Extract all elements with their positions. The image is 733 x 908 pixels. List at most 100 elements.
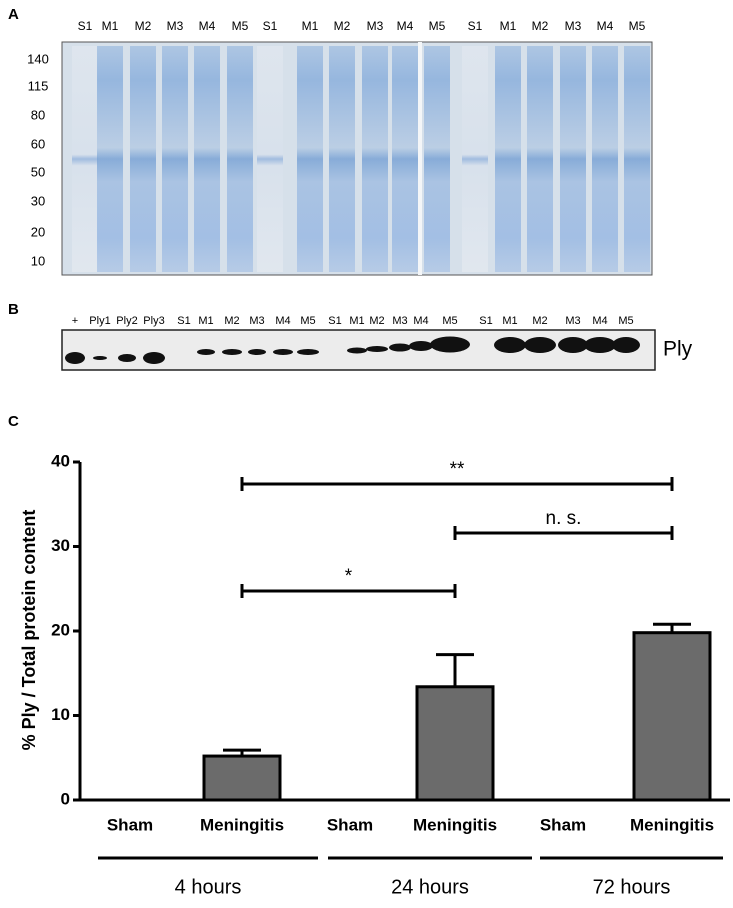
lane-label: M2: [532, 19, 549, 33]
lane-label: S1: [468, 19, 483, 33]
gel-lane: [495, 46, 521, 272]
y-tick-label: 20: [51, 620, 70, 639]
x-tick-label: Sham: [540, 815, 586, 834]
gel-lane: [297, 46, 323, 272]
gel-band: [222, 349, 242, 355]
marker-label: 30: [31, 193, 45, 208]
y-axis-label: % Ply / Total protein content: [19, 510, 39, 751]
x-tick-label: Sham: [107, 815, 153, 834]
lane-label: M4: [597, 19, 614, 33]
lane-label: M3: [367, 19, 384, 33]
marker-label: 140: [27, 51, 49, 66]
gel-lane: [97, 46, 123, 272]
marker-label: 60: [31, 136, 45, 151]
lane-label: M2: [532, 315, 547, 327]
lane-label: S1: [177, 315, 190, 327]
lane-label: M2: [224, 315, 239, 327]
lane-label: S1: [263, 19, 278, 33]
gel-lane: [227, 46, 253, 272]
gel-crack: [418, 42, 422, 275]
gel-lane: [624, 46, 650, 272]
gel-band: [118, 354, 136, 362]
lane-label: M5: [618, 315, 633, 327]
gel-band: [65, 352, 85, 364]
marker-label: 10: [31, 253, 45, 268]
gel-lane: [162, 46, 188, 272]
gel-band: [524, 337, 556, 353]
gel-lane: [130, 46, 156, 272]
lane-label: S1: [78, 19, 93, 33]
x-tick-label: Meningitis: [413, 815, 497, 834]
gel-band: [366, 346, 388, 352]
error-bar: [436, 653, 474, 687]
gel-band: [409, 341, 433, 351]
gel-band: [347, 347, 367, 354]
gel-band: [93, 356, 107, 360]
y-tick-label: 10: [51, 705, 70, 724]
gel-lane: [527, 46, 553, 272]
group-label: 72 hours: [593, 876, 671, 898]
lane-label: M1: [102, 19, 119, 33]
marker-label: 80: [31, 107, 45, 122]
gel-band: [273, 349, 293, 355]
panel-label: C: [8, 413, 19, 430]
lane-label: M4: [199, 19, 216, 33]
gel-lane: [392, 46, 418, 272]
lane-label: M3: [167, 19, 184, 33]
gel-lane: [194, 46, 220, 272]
marker-label: 50: [31, 164, 45, 179]
gel-band: [584, 337, 616, 353]
lane-label: S1: [328, 315, 341, 327]
bar: [202, 754, 282, 802]
lane-label: M2: [334, 19, 351, 33]
x-tick-label: Meningitis: [630, 815, 714, 834]
lane-label: S1: [479, 315, 492, 327]
gel-lane: [592, 46, 618, 272]
lane-label: M1: [500, 19, 517, 33]
significance-label: n. s.: [546, 508, 582, 529]
lane-label: M1: [502, 315, 517, 327]
gel-lane: [72, 46, 98, 272]
gel-band: [389, 343, 411, 352]
lane-label: M4: [413, 315, 428, 327]
lane-label: M3: [565, 19, 582, 33]
lane-label: M2: [135, 19, 152, 33]
panel-label: B: [8, 301, 19, 318]
lane-label: M3: [565, 315, 580, 327]
x-tick-label: Meningitis: [200, 815, 284, 834]
gel-lane: [560, 46, 586, 272]
band-label: Ply: [663, 338, 693, 361]
bar: [415, 685, 495, 802]
lane-label: M4: [592, 315, 607, 327]
lane-label: M5: [429, 19, 446, 33]
marker-label: 20: [31, 224, 45, 239]
bar: [632, 631, 712, 802]
y-tick-label: 40: [51, 451, 70, 470]
y-tick-label: 0: [61, 789, 70, 808]
group-label: 4 hours: [175, 876, 242, 898]
marker-label: 115: [28, 78, 49, 93]
gel-band: [430, 336, 470, 353]
gel-lane: [257, 46, 283, 272]
lane-label: M1: [302, 19, 319, 33]
group-label: 24 hours: [391, 876, 469, 898]
lane-label: M3: [249, 315, 264, 327]
gel-band: [494, 337, 526, 353]
lane-label: M5: [300, 315, 315, 327]
lane-label: M5: [442, 315, 457, 327]
gel-lane: [462, 46, 488, 272]
lane-label: Ply3: [143, 315, 164, 327]
gel-lane: [424, 46, 450, 272]
lane-label: M2: [369, 315, 384, 327]
significance-label: *: [345, 566, 353, 587]
lane-label: M4: [275, 315, 290, 327]
gel-lane: [329, 46, 355, 272]
lane-label: Ply2: [116, 315, 137, 327]
lane-label: M1: [349, 315, 364, 327]
error-bar: [223, 748, 261, 757]
lane-label: M5: [232, 19, 249, 33]
panel-label: A: [8, 6, 19, 23]
gel-band: [558, 337, 588, 353]
lane-label: Ply1: [89, 315, 110, 327]
